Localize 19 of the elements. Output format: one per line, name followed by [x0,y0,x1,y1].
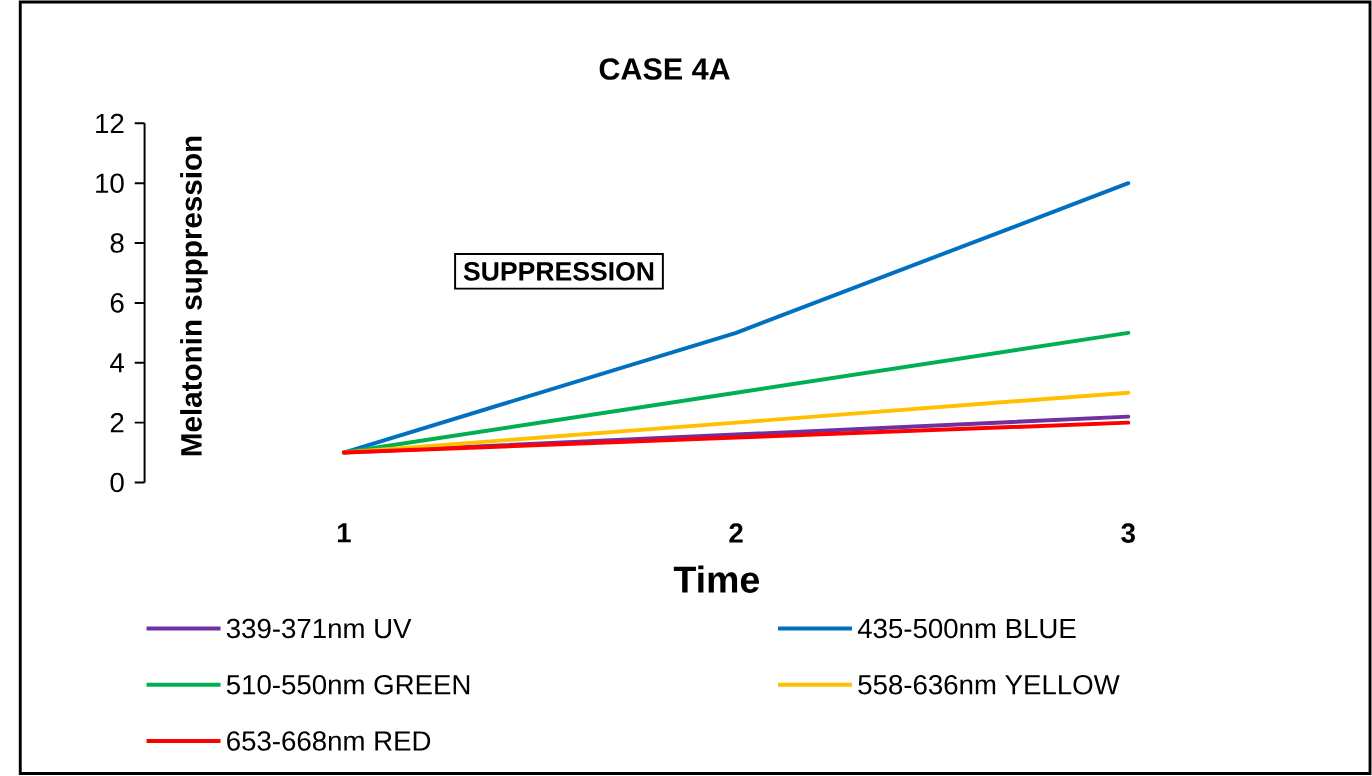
legend-label: 339-371nm UV [226,618,412,639]
y-tick-label: 12 [96,113,124,134]
y-tick-label: 4 [110,353,124,373]
legend-label: 653-668nm RED [227,731,431,751]
y-tick-label: 2 [110,413,124,433]
y-tick-label: 8 [110,233,124,254]
x-axis-title: Time [673,565,759,594]
legend-label: 435-500nm BLUE [857,618,1076,639]
x-tick-label: 1 [337,523,351,543]
x-tick-label: 2 [729,523,743,543]
legend-label: 510-550nm GREEN [226,675,470,695]
chart-title: CASE 4A [599,58,730,81]
legend-label: 558-636nm YELLOW [858,675,1120,695]
x-tick-label: 3 [1121,523,1135,544]
y-tick-label: 10 [96,173,124,194]
y-axis-title: Melatonin suppression [180,136,208,456]
y-tick-label: 6 [110,293,124,313]
y-tick-label: 0 [110,472,124,493]
annotation: SUPPRESSION [463,262,654,281]
